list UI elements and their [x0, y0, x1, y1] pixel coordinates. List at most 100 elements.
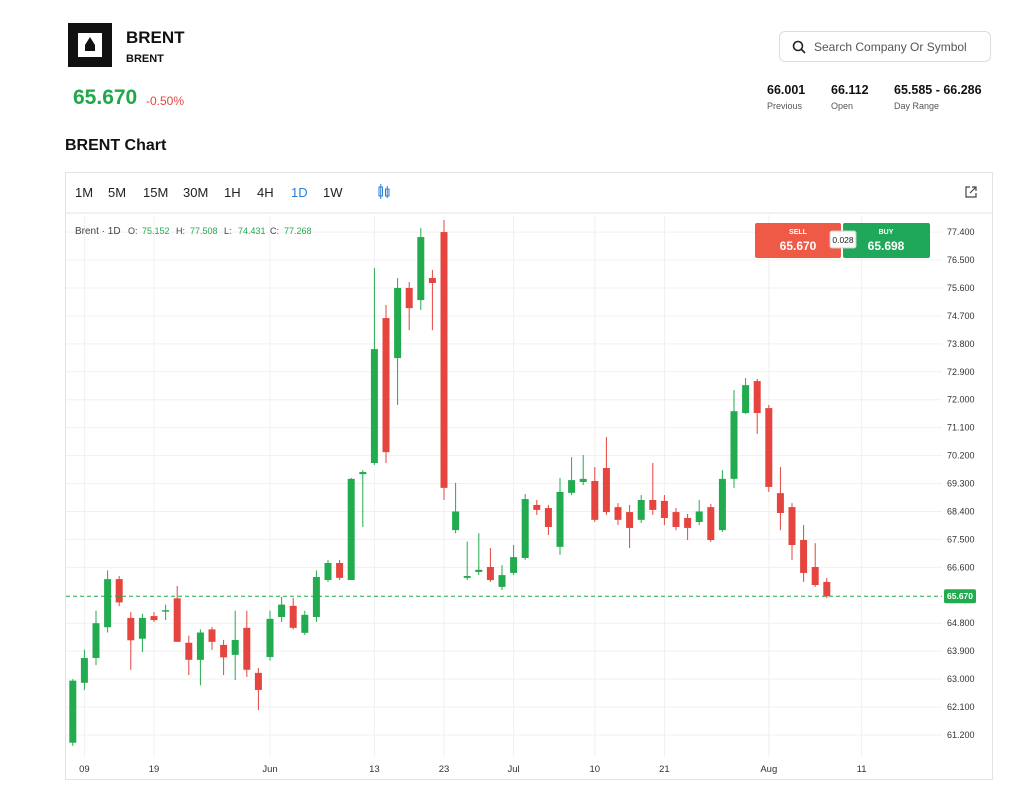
candle-body — [347, 478, 355, 581]
candle-body — [788, 507, 796, 545]
search-box[interactable]: Search Company Or Symbol — [779, 31, 991, 62]
y-tick-label: 68.400 — [947, 506, 975, 516]
buy-price: 65.698 — [868, 239, 905, 253]
candle-body — [742, 385, 750, 414]
candle-body — [707, 507, 715, 541]
candle-body — [463, 576, 471, 578]
candle-body — [138, 617, 146, 639]
ohlc-key: L: — [224, 226, 232, 236]
stat: 65.585 - 66.286 Day Range — [894, 83, 982, 111]
y-tick-label: 72.000 — [947, 395, 975, 405]
section-title: BRENT Chart — [65, 137, 167, 154]
stat-value: 66.001 — [767, 83, 806, 97]
logo — [68, 23, 112, 67]
candle-body — [150, 616, 158, 621]
sell-label: SELL — [789, 229, 808, 236]
buy-button[interactable] — [843, 223, 930, 258]
candle-body — [695, 511, 703, 523]
candle-body — [92, 623, 100, 658]
y-tick-label: 67.500 — [947, 534, 975, 544]
candle-body — [382, 318, 390, 453]
symbol-title: BRENT — [126, 28, 185, 47]
candle-body — [637, 499, 645, 520]
candle-body — [243, 627, 251, 670]
candle-body — [765, 408, 773, 487]
candle-body — [486, 567, 494, 581]
y-tick-label: 70.200 — [947, 451, 975, 461]
timeframe-button[interactable]: 4H — [257, 185, 274, 200]
y-tick-label: 62.100 — [947, 702, 975, 712]
candle-body — [336, 562, 344, 578]
buy-label: BUY — [879, 229, 894, 236]
y-tick-label: 66.600 — [947, 562, 975, 572]
candle-body — [649, 499, 657, 510]
candle-body — [753, 381, 761, 414]
candle-body — [602, 467, 610, 513]
candle-body — [475, 569, 483, 572]
ohlc-key: O: — [128, 226, 138, 236]
candle-body — [568, 480, 576, 493]
y-tick-label: 64.800 — [947, 618, 975, 628]
y-tick-label: 63.900 — [947, 646, 975, 656]
search-placeholder: Search Company Or Symbol — [814, 40, 967, 54]
candle-body — [417, 237, 425, 301]
candle-body — [324, 562, 332, 581]
symbol-label: Brent · 1D — [75, 226, 121, 237]
candle-body — [69, 680, 77, 743]
candle-body — [452, 511, 460, 531]
candle-body — [266, 618, 274, 658]
y-tick-label: 71.100 — [947, 423, 975, 433]
spread-box — [829, 230, 857, 249]
candle-body — [301, 614, 309, 633]
timeframe-button[interactable]: 1M — [75, 185, 94, 200]
ohlc-key: C: — [270, 226, 279, 236]
candle-body — [115, 579, 123, 603]
candle-body — [104, 579, 112, 628]
timeframe-button[interactable]: 5M — [108, 185, 127, 200]
candle-body — [208, 629, 216, 642]
candle-body — [521, 499, 529, 559]
x-tick-label: 09 — [79, 764, 90, 775]
stat-value: 66.112 — [831, 83, 869, 97]
candle-body — [811, 567, 819, 586]
chart-panel — [65, 172, 993, 780]
candle-body — [823, 581, 831, 597]
price-tag — [944, 589, 976, 604]
candle-body — [776, 493, 784, 514]
candle-body — [533, 504, 541, 510]
price-change: -0.50% — [146, 94, 185, 108]
y-tick-label: 77.400 — [947, 227, 975, 237]
timeframe-button[interactable]: 1D — [291, 185, 308, 200]
sell-button[interactable] — [755, 223, 841, 258]
candle-body — [660, 500, 668, 518]
sell-price: 65.670 — [780, 239, 817, 253]
timeframe-button[interactable]: 1H — [224, 185, 241, 200]
candle-body — [289, 605, 297, 628]
stat-label: Day Range — [894, 101, 940, 111]
y-tick-label: 76.500 — [947, 255, 975, 265]
stat-value: 65.585 - 66.286 — [894, 83, 982, 97]
candle-body — [254, 672, 262, 690]
candle-body — [359, 472, 367, 475]
candle-body — [370, 349, 378, 464]
y-tick-label: 73.800 — [947, 339, 975, 349]
y-tick-label: 69.300 — [947, 479, 975, 489]
candle-body — [579, 478, 587, 482]
candle-body — [684, 517, 692, 528]
candle-body — [312, 576, 320, 617]
stat-label: Previous — [767, 101, 803, 111]
timeframe-button[interactable]: 30M — [183, 185, 209, 200]
candle-body — [591, 481, 599, 520]
candle-body — [428, 278, 436, 283]
candle-body — [278, 604, 286, 617]
y-tick-label: 61.200 — [947, 730, 975, 740]
candle-icon[interactable] — [377, 184, 391, 200]
timeframe-button[interactable]: 1W — [323, 185, 343, 200]
timeframe-button[interactable]: 15M — [143, 185, 169, 200]
candle-body — [510, 557, 518, 573]
candle-body — [220, 644, 228, 658]
x-tick-label: Jul — [508, 764, 520, 775]
popout-icon[interactable] — [964, 185, 978, 199]
x-tick-label: Aug — [760, 764, 777, 775]
